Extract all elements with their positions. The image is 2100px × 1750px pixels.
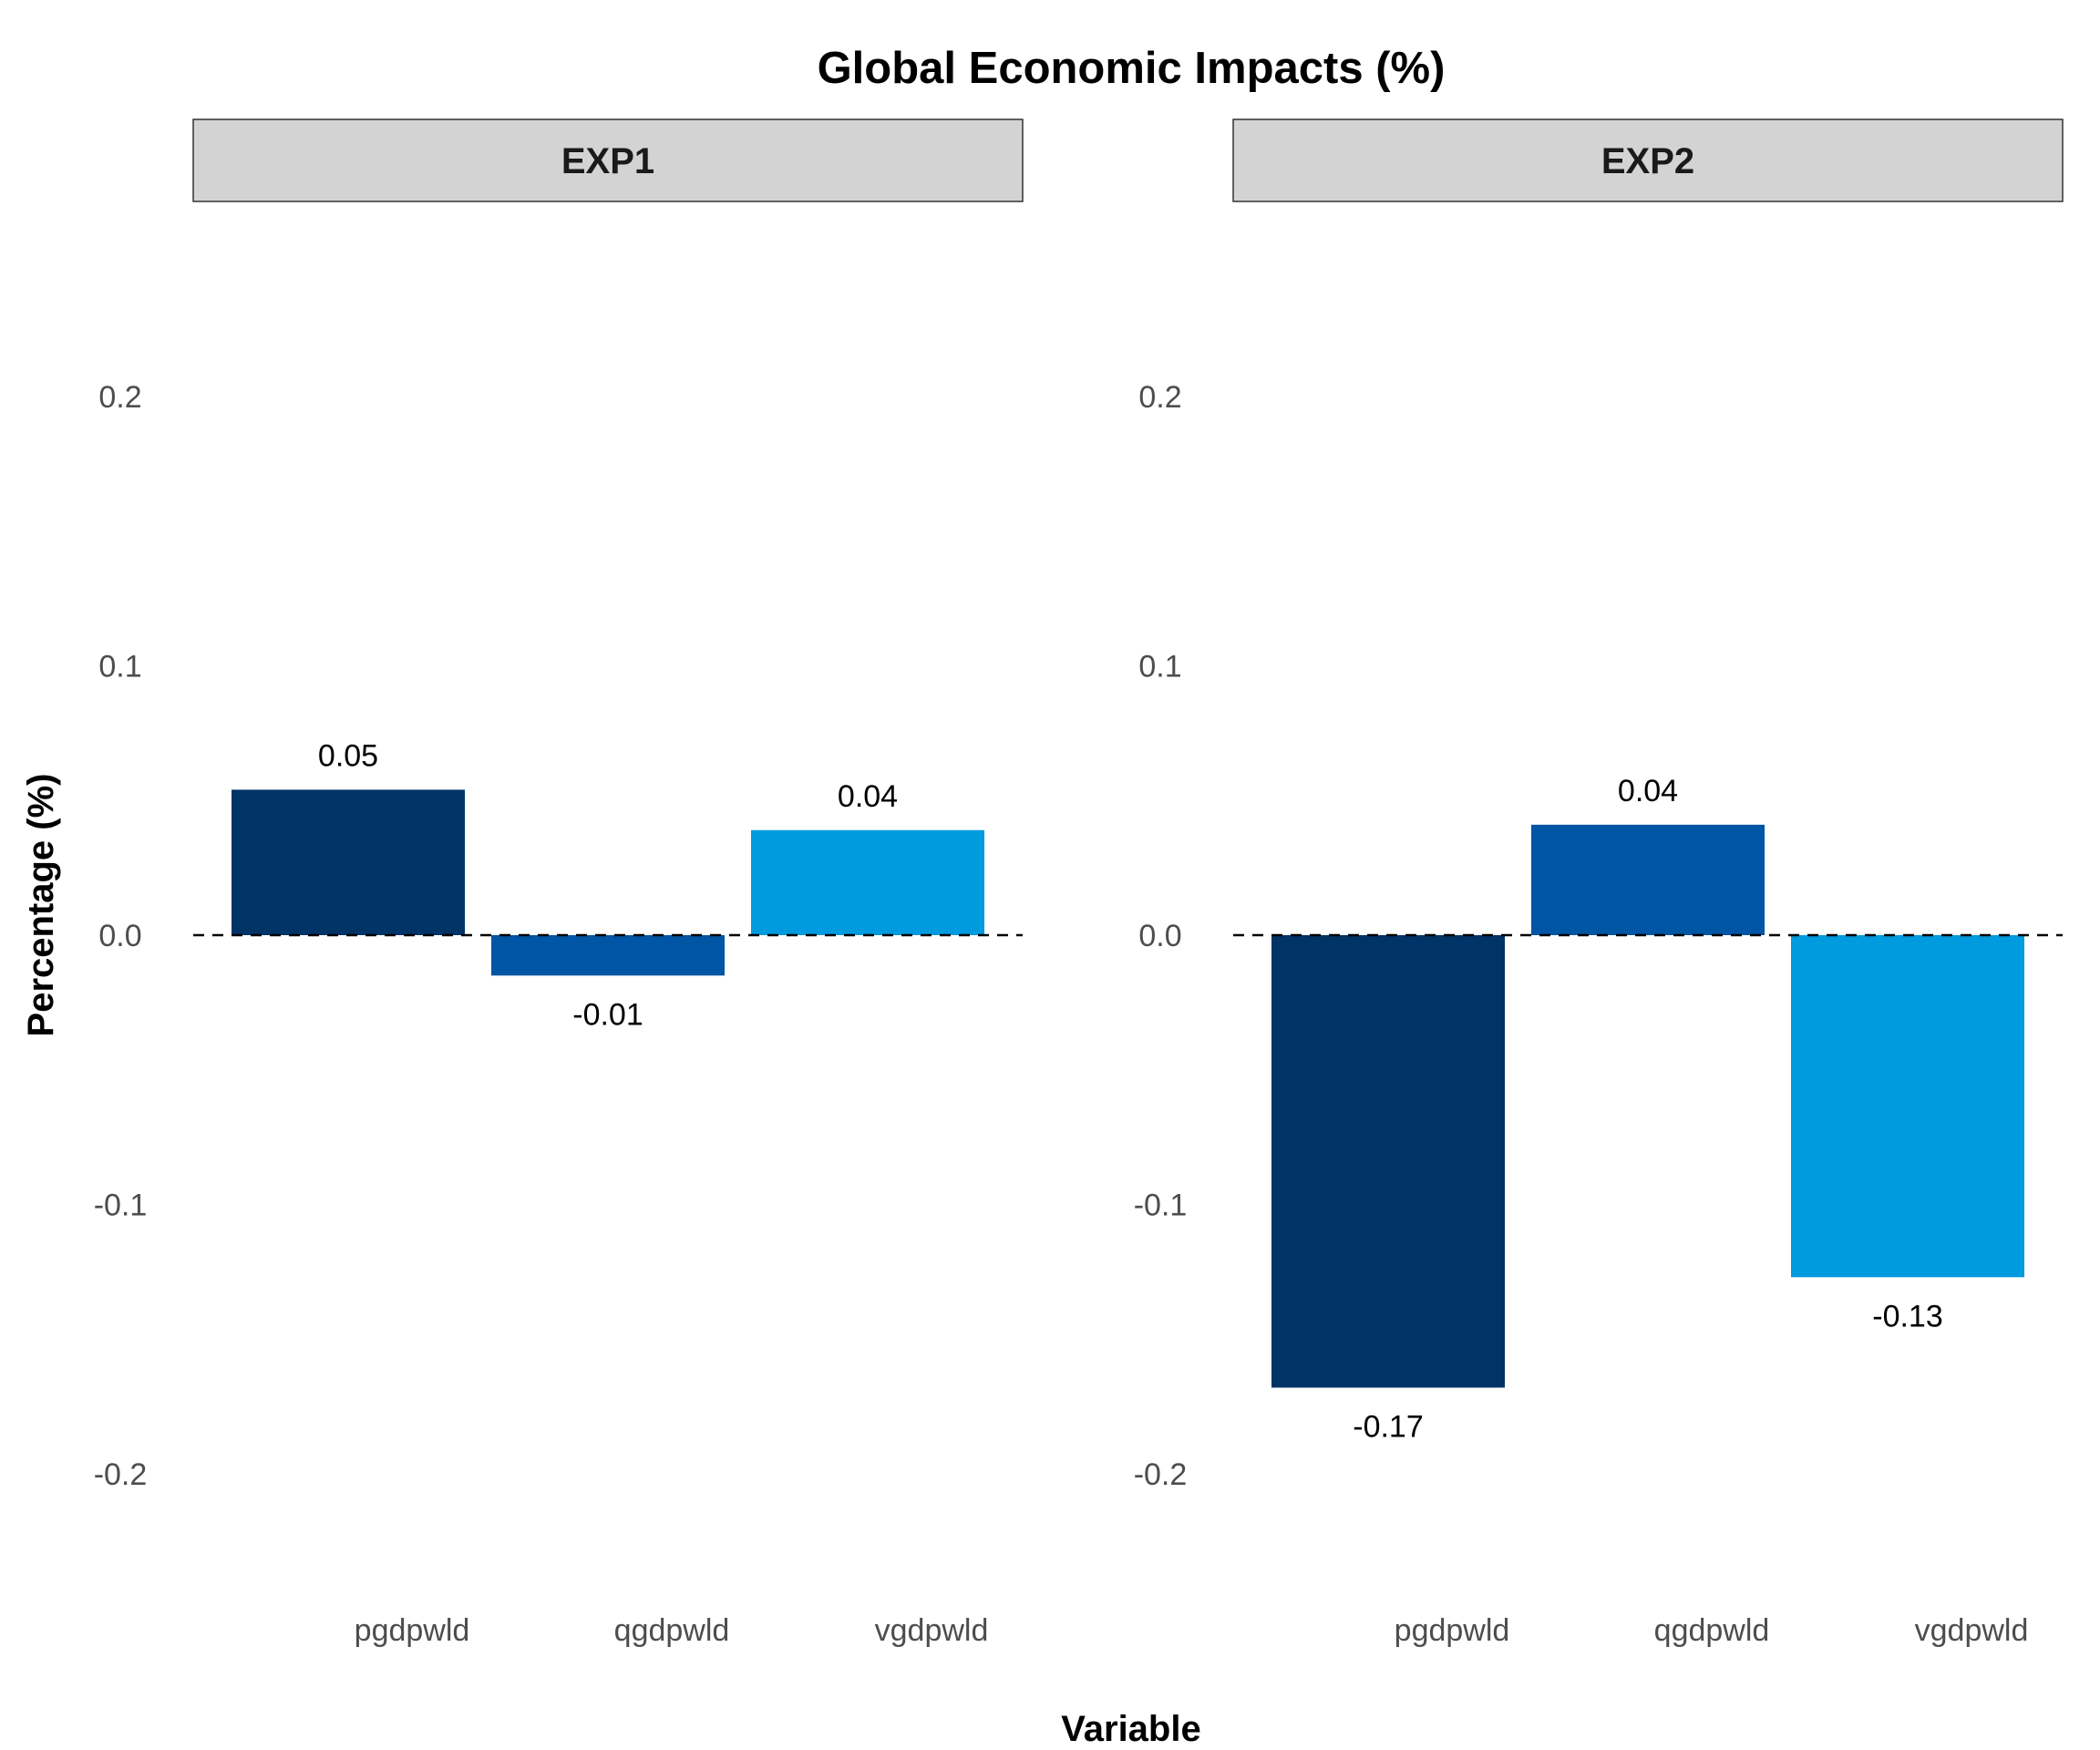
- y-tick-label-0-2: 0.2: [1138, 380, 1181, 415]
- x-tick-label-pgdpwld: pgdpwld: [355, 1613, 470, 1648]
- chart-title: Global Economic Impacts (%): [818, 44, 1446, 93]
- x-tick-label-pgdpwld: pgdpwld: [1395, 1613, 1510, 1648]
- facet-exp1: EXP1 -0.2 -0.1 0.0 0.1 0.2 0.05 -0.01 0.04 pgdpwl…: [94, 118, 1024, 1648]
- facet-panels: EXP1 -0.2 -0.1 0.0 0.1 0.2 0.05 -0.01 0.04 pgdpwl…: [94, 118, 2064, 1648]
- y-tick-label-0-1: 0.1: [1138, 650, 1181, 685]
- x-tick-label-qgdpwld: qgdpwld: [1654, 1613, 1770, 1648]
- facet-strip-label: EXP2: [1601, 141, 1694, 181]
- y-tick-label-0-1: 0.1: [98, 650, 141, 685]
- facet-exp2: EXP2 -0.2 -0.1 0.0 0.1 0.2 -0.17 0.04 -0.13 pgdpw…: [1134, 118, 2064, 1648]
- bar-vgdpwld: [751, 829, 984, 935]
- facet-strip-label: EXP1: [561, 141, 654, 181]
- bar-vgdpwld: [1791, 935, 2024, 1278]
- data-label: 0.04: [1618, 774, 1678, 808]
- data-label: -0.17: [1353, 1409, 1424, 1444]
- data-label: -0.01: [572, 997, 643, 1032]
- y-tick-label--0-1: -0.1: [94, 1189, 148, 1223]
- data-label: 0.04: [838, 779, 898, 814]
- facet-strip: [1232, 118, 2064, 202]
- y-axis-title: Percentage (%): [21, 774, 61, 1037]
- y-tick-label--0-2: -0.2: [1134, 1457, 1188, 1492]
- x-tick-label-qgdpwld: qgdpwld: [614, 1613, 730, 1648]
- bar-pgdpwld: [232, 789, 465, 935]
- bar-qgdpwld: [1531, 824, 1765, 935]
- x-tick-label-vgdpwld: vgdpwld: [875, 1613, 989, 1648]
- data-label: 0.05: [318, 738, 378, 773]
- facet-strip: [192, 118, 1024, 202]
- y-tick-label-0-0: 0.0: [1138, 919, 1181, 953]
- y-tick-label--0-2: -0.2: [94, 1457, 148, 1492]
- data-label: -0.13: [1872, 1299, 1943, 1333]
- y-tick-label--0-1: -0.1: [1134, 1189, 1188, 1223]
- bar-qgdpwld: [491, 935, 725, 976]
- x-tick-label-vgdpwld: vgdpwld: [1915, 1613, 2029, 1648]
- bar-pgdpwld: [1271, 935, 1505, 1388]
- y-tick-label-0-2: 0.2: [98, 380, 141, 415]
- y-tick-label-0-0: 0.0: [98, 919, 141, 953]
- x-axis-title: Variable: [1061, 1709, 1200, 1749]
